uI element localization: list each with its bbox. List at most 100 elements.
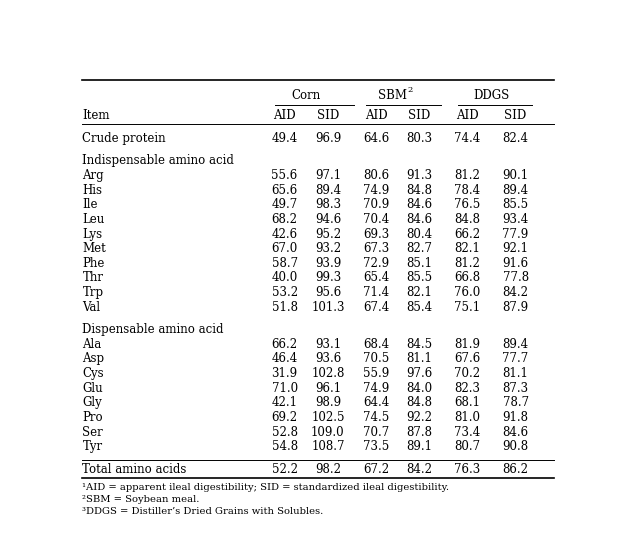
Text: 75.1: 75.1 — [455, 301, 481, 314]
Text: 31.9: 31.9 — [271, 367, 297, 380]
Text: 85.1: 85.1 — [406, 257, 432, 270]
Text: 80.7: 80.7 — [455, 440, 481, 453]
Text: 84.8: 84.8 — [455, 213, 481, 226]
Text: Tyr: Tyr — [83, 440, 102, 453]
Text: SID: SID — [317, 109, 339, 122]
Text: 73.5: 73.5 — [363, 440, 389, 453]
Text: 65.4: 65.4 — [363, 272, 389, 285]
Text: 84.2: 84.2 — [406, 463, 432, 476]
Text: 70.2: 70.2 — [455, 367, 481, 380]
Text: Glu: Glu — [83, 382, 103, 395]
Text: 93.9: 93.9 — [315, 257, 341, 270]
Text: 67.2: 67.2 — [363, 463, 389, 476]
Text: 68.1: 68.1 — [455, 396, 481, 409]
Text: Ile: Ile — [83, 198, 98, 211]
Text: ³DDGS = Distiller’s Dried Grains with Solubles.: ³DDGS = Distiller’s Dried Grains with So… — [83, 506, 324, 515]
Text: Crude protein: Crude protein — [83, 132, 166, 145]
Text: 102.8: 102.8 — [311, 367, 345, 380]
Text: 81.0: 81.0 — [455, 411, 481, 424]
Text: 84.2: 84.2 — [502, 286, 528, 299]
Text: 80.4: 80.4 — [406, 228, 432, 240]
Text: Thr: Thr — [83, 272, 104, 285]
Text: 58.7: 58.7 — [271, 257, 297, 270]
Text: 82.7: 82.7 — [406, 242, 432, 255]
Text: 73.4: 73.4 — [455, 425, 481, 439]
Text: 85.4: 85.4 — [406, 301, 432, 314]
Text: 76.3: 76.3 — [455, 463, 481, 476]
Text: 74.4: 74.4 — [455, 132, 481, 145]
Text: 84.6: 84.6 — [406, 213, 432, 226]
Text: 90.1: 90.1 — [502, 169, 528, 182]
Text: 96.9: 96.9 — [315, 132, 341, 145]
Text: 96.1: 96.1 — [315, 382, 341, 395]
Text: 42.1: 42.1 — [271, 396, 297, 409]
Text: Arg: Arg — [83, 169, 104, 182]
Text: Dispensable amino acid: Dispensable amino acid — [83, 323, 224, 336]
Text: 64.4: 64.4 — [363, 396, 389, 409]
Text: 78.4: 78.4 — [455, 184, 481, 197]
Text: 70.4: 70.4 — [363, 213, 389, 226]
Text: SID: SID — [504, 109, 527, 122]
Text: Pro: Pro — [83, 411, 103, 424]
Text: 85.5: 85.5 — [502, 198, 528, 211]
Text: AID: AID — [273, 109, 296, 122]
Text: 81.2: 81.2 — [455, 257, 481, 270]
Text: 82.1: 82.1 — [406, 286, 432, 299]
Text: 71.4: 71.4 — [363, 286, 389, 299]
Text: 55.6: 55.6 — [271, 169, 297, 182]
Text: 82.3: 82.3 — [455, 382, 481, 395]
Text: 89.4: 89.4 — [502, 338, 528, 351]
Text: 92.1: 92.1 — [502, 242, 528, 255]
Text: 97.1: 97.1 — [315, 169, 341, 182]
Text: 52.2: 52.2 — [271, 463, 297, 476]
Text: Cys: Cys — [83, 367, 104, 380]
Text: 98.2: 98.2 — [315, 463, 341, 476]
Text: 98.3: 98.3 — [315, 198, 341, 211]
Text: 108.7: 108.7 — [311, 440, 345, 453]
Text: 84.6: 84.6 — [406, 198, 432, 211]
Text: 66.2: 66.2 — [271, 338, 297, 351]
Text: 85.5: 85.5 — [406, 272, 432, 285]
Text: 84.6: 84.6 — [502, 425, 528, 439]
Text: 92.2: 92.2 — [406, 411, 432, 424]
Text: Val: Val — [83, 301, 101, 314]
Text: 51.8: 51.8 — [271, 301, 297, 314]
Text: 78.7: 78.7 — [502, 396, 528, 409]
Text: Ser: Ser — [83, 425, 103, 439]
Text: 76.5: 76.5 — [455, 198, 481, 211]
Text: SID: SID — [408, 109, 430, 122]
Text: 65.6: 65.6 — [271, 184, 297, 197]
Text: 109.0: 109.0 — [311, 425, 345, 439]
Text: 76.0: 76.0 — [455, 286, 481, 299]
Text: Leu: Leu — [83, 213, 105, 226]
Text: AID: AID — [365, 109, 388, 122]
Text: 70.5: 70.5 — [363, 352, 389, 366]
Text: 81.1: 81.1 — [502, 367, 528, 380]
Text: 81.2: 81.2 — [455, 169, 481, 182]
Text: 49.7: 49.7 — [271, 198, 297, 211]
Text: 49.4: 49.4 — [271, 132, 297, 145]
Text: 46.4: 46.4 — [271, 352, 297, 366]
Text: AID: AID — [456, 109, 479, 122]
Text: 81.1: 81.1 — [406, 352, 432, 366]
Text: 95.6: 95.6 — [315, 286, 341, 299]
Text: ²SBM = Soybean meal.: ²SBM = Soybean meal. — [83, 495, 200, 504]
Text: 84.5: 84.5 — [406, 338, 432, 351]
Text: Ala: Ala — [83, 338, 102, 351]
Text: 77.9: 77.9 — [502, 228, 528, 240]
Text: 89.1: 89.1 — [406, 440, 432, 453]
Text: 70.9: 70.9 — [363, 198, 389, 211]
Text: DDGS: DDGS — [473, 88, 510, 102]
Text: His: His — [83, 184, 102, 197]
Text: 66.2: 66.2 — [455, 228, 481, 240]
Text: 89.4: 89.4 — [502, 184, 528, 197]
Text: 42.6: 42.6 — [271, 228, 297, 240]
Text: 84.8: 84.8 — [406, 396, 432, 409]
Text: 91.6: 91.6 — [502, 257, 528, 270]
Text: 97.6: 97.6 — [406, 367, 432, 380]
Text: 84.8: 84.8 — [406, 184, 432, 197]
Text: 77.8: 77.8 — [502, 272, 528, 285]
Text: 80.3: 80.3 — [406, 132, 432, 145]
Text: 67.0: 67.0 — [271, 242, 297, 255]
Text: SBM: SBM — [378, 88, 407, 102]
